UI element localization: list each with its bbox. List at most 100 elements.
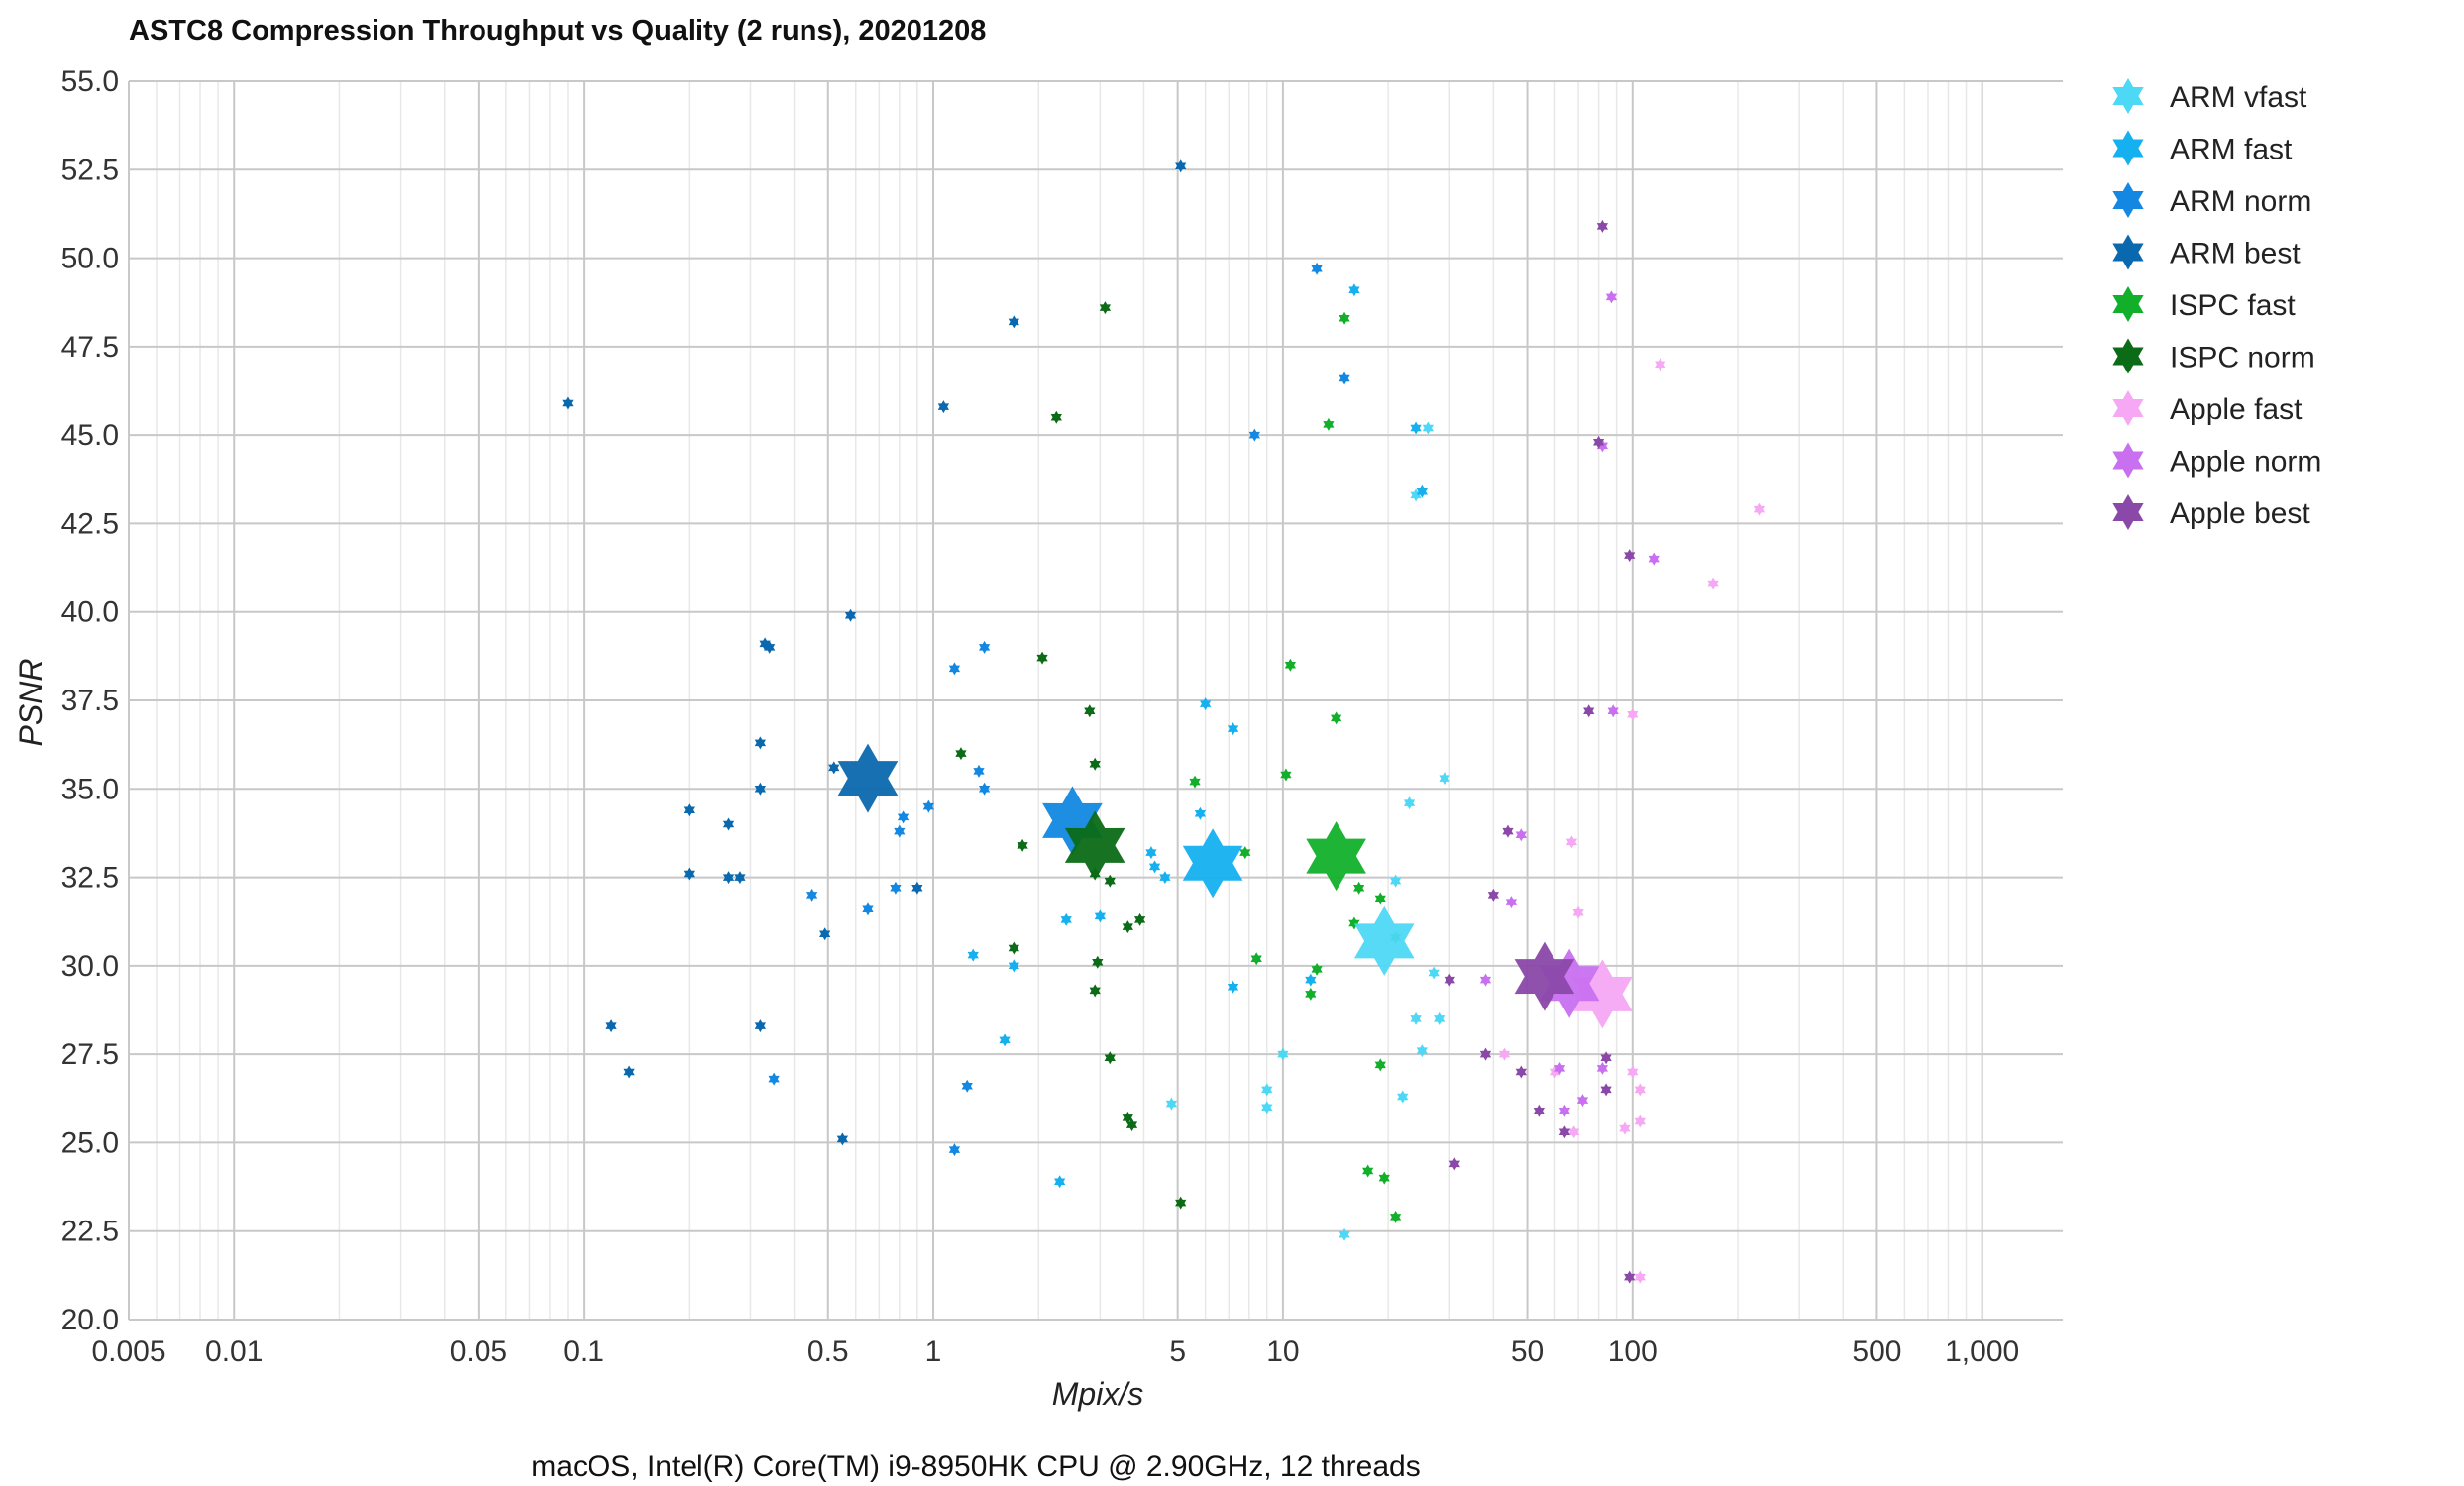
data-point [1502, 824, 1514, 838]
data-point [1558, 1104, 1571, 1117]
legend-label: ARM norm [2170, 185, 2311, 218]
data-point [806, 888, 818, 902]
data-point [1250, 952, 1262, 966]
legend-marker [2112, 286, 2144, 322]
y-tick-label: 27.5 [61, 1038, 119, 1071]
data-point [1261, 1083, 1273, 1097]
data-point [894, 824, 906, 838]
data-point [1092, 955, 1104, 969]
legend-marker [2112, 442, 2144, 478]
data-point [1008, 941, 1019, 955]
data-point [1104, 874, 1116, 888]
y-tick-label: 45.0 [61, 419, 119, 452]
x-axis-title: Mpix/s [1052, 1376, 1143, 1412]
data-point [836, 1132, 849, 1146]
data-point [1036, 651, 1048, 665]
x-tick-label: 0.05 [450, 1335, 507, 1368]
legend-label: ARM fast [2170, 134, 2293, 166]
data-point [1389, 1210, 1402, 1223]
data-point [1505, 896, 1518, 909]
data-point [562, 396, 574, 410]
data-point [1600, 1083, 1612, 1097]
data-point [1145, 846, 1157, 860]
data-point [1416, 1044, 1428, 1058]
data-point [1227, 722, 1239, 736]
y-tick-label: 42.5 [61, 507, 119, 540]
chart-title: ASTC8 Compression Throughput vs Quality … [129, 15, 986, 47]
data-point [1339, 372, 1350, 385]
data-point [1104, 1051, 1116, 1065]
data-point [1353, 881, 1365, 895]
x-tick-label: 0.005 [91, 1335, 165, 1368]
legend-marker [2112, 494, 2144, 530]
data-point [1284, 658, 1296, 672]
data-point [1008, 315, 1019, 329]
y-tick-label: 20.0 [61, 1304, 119, 1336]
data-point [844, 608, 857, 622]
data-point [1050, 410, 1062, 424]
y-tick-label: 32.5 [61, 862, 119, 895]
data-point [1410, 421, 1422, 435]
data-point [828, 761, 840, 775]
x-tick-label: 0.01 [205, 1335, 263, 1368]
series-average-marker [1514, 941, 1575, 1011]
data-point [1403, 796, 1416, 810]
data-point [1627, 707, 1639, 721]
data-point [819, 927, 831, 941]
legend-label: ISPC fast [2170, 289, 2296, 322]
data-point [922, 799, 934, 813]
data-point [1553, 1061, 1566, 1075]
data-point [1753, 502, 1766, 516]
data-point [1089, 984, 1101, 998]
data-point [1515, 828, 1527, 842]
data-point [911, 881, 923, 895]
data-point [973, 764, 985, 778]
legend: ARM vfast ARM fast ARM norm ARM best ISPC fa… [2112, 78, 2321, 530]
data-point [754, 782, 767, 796]
data-point [1122, 1111, 1133, 1124]
data-point [1362, 1164, 1374, 1178]
legend-label: ARM best [2170, 238, 2301, 270]
data-point [768, 1072, 780, 1086]
x-tick-label: 0.5 [807, 1335, 849, 1368]
data-point [1331, 711, 1342, 725]
data-point [1374, 1058, 1386, 1072]
data-point [1175, 1196, 1187, 1210]
data-point [1479, 1047, 1492, 1061]
data-point [1389, 874, 1402, 888]
data-point [1605, 290, 1618, 304]
data-point [1189, 775, 1201, 789]
data-point [754, 1019, 767, 1033]
data-point [1596, 1061, 1608, 1075]
series-average-marker [1182, 828, 1243, 899]
data-point [1558, 1125, 1571, 1139]
data-point [1434, 1011, 1446, 1025]
data-point [1624, 549, 1636, 563]
x-tick-label: 1 [925, 1335, 942, 1368]
data-point [890, 881, 902, 895]
data-point [1374, 892, 1386, 905]
y-tick-label: 37.5 [61, 685, 119, 717]
data-point [764, 640, 776, 654]
data-point [1133, 912, 1146, 926]
data-point [1600, 1051, 1612, 1065]
data-point [1624, 1270, 1636, 1284]
y-tick-label: 35.0 [61, 773, 119, 805]
data-point [937, 400, 950, 414]
data-point [1148, 860, 1161, 874]
data-point [1634, 1114, 1646, 1128]
data-point [1122, 920, 1133, 934]
data-point [1227, 980, 1239, 994]
legend-label: Apple best [2170, 497, 2310, 530]
data-point [1487, 888, 1499, 902]
data-point [1261, 1101, 1273, 1114]
legend-label: Apple fast [2170, 393, 2303, 426]
data-point [1099, 301, 1112, 315]
data-point [1596, 219, 1608, 233]
y-tick-label: 47.5 [61, 331, 119, 364]
data-point [948, 1143, 961, 1157]
x-tick-label: 5 [1169, 1335, 1186, 1368]
x-tick-label: 500 [1852, 1335, 1901, 1368]
data-point [722, 817, 735, 831]
